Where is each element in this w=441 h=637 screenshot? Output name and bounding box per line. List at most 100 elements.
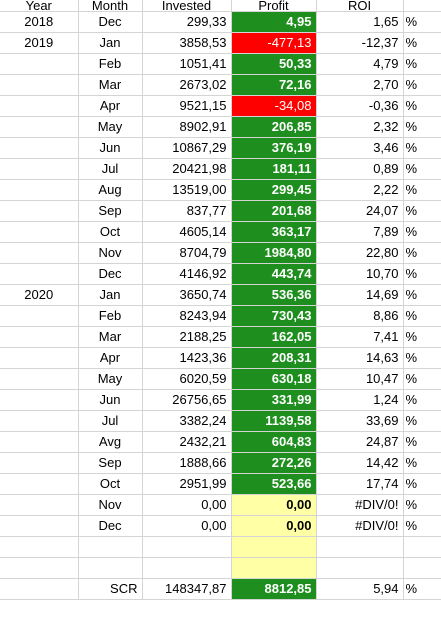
cell-month[interactable]: Jan [78,32,143,54]
cell-year[interactable] [0,53,79,75]
cell-invested[interactable]: 8902,91 [142,116,232,138]
cell-roi[interactable]: 0,89 [316,158,404,180]
cell-year[interactable] [0,347,79,369]
cell-percent-sign[interactable]: % [403,389,441,411]
header-year[interactable]: Year [0,0,79,12]
cell-empty[interactable] [403,536,441,558]
cell-percent-sign[interactable]: % [403,11,441,33]
cell-percent-sign[interactable]: % [403,179,441,201]
summary-invested[interactable]: 148347,87 [142,578,232,600]
cell-percent-sign[interactable]: % [403,158,441,180]
cell-percent-sign[interactable]: % [403,200,441,222]
cell-month[interactable]: Aug [78,179,143,201]
cell-month[interactable]: Nov [78,494,143,516]
cell-percent-sign[interactable]: % [403,473,441,495]
cell-percent-sign[interactable]: % [403,116,441,138]
cell-empty[interactable] [231,536,317,558]
cell-year[interactable] [0,515,79,537]
cell-profit[interactable]: 536,36 [231,284,317,306]
cell-month[interactable]: Mar [78,74,143,96]
cell-year[interactable] [0,494,79,516]
cell-year[interactable] [0,74,79,96]
cell-month[interactable]: Oct [78,473,143,495]
cell-roi[interactable]: 7,41 [316,326,404,348]
cell-roi[interactable]: 4,79 [316,53,404,75]
cell-roi[interactable]: 14,42 [316,452,404,474]
cell-year[interactable] [0,242,79,264]
cell-roi[interactable]: -0,36 [316,95,404,117]
cell-roi[interactable]: 14,69 [316,284,404,306]
cell-year[interactable] [0,452,79,474]
header-profit[interactable]: Profit [231,0,317,12]
cell-year[interactable] [0,137,79,159]
cell-month[interactable]: Dec [78,11,143,33]
cell-roi[interactable]: 2,22 [316,179,404,201]
cell-profit[interactable]: 730,43 [231,305,317,327]
cell-year[interactable] [0,410,79,432]
cell-percent-sign[interactable]: % [403,410,441,432]
cell-percent-sign[interactable]: % [403,137,441,159]
cell-invested[interactable]: 4146,92 [142,263,232,285]
cell-percent-sign[interactable]: % [403,494,441,516]
cell-month[interactable]: Oct [78,221,143,243]
cell-empty[interactable] [0,557,79,579]
cell-profit[interactable]: 443,74 [231,263,317,285]
cell-percent-sign[interactable]: % [403,32,441,54]
cell-percent-sign[interactable]: % [403,221,441,243]
cell-roi[interactable]: 2,70 [316,74,404,96]
cell-empty[interactable] [142,557,232,579]
cell-profit[interactable]: 181,11 [231,158,317,180]
cell-percent-sign[interactable]: % [403,284,441,306]
cell-roi[interactable]: 1,65 [316,11,404,33]
cell-invested[interactable]: 10867,29 [142,137,232,159]
cell-year[interactable] [0,221,79,243]
cell-roi[interactable]: 22,80 [316,242,404,264]
cell-roi[interactable]: 24,07 [316,200,404,222]
cell-profit[interactable]: 376,19 [231,137,317,159]
cell-invested[interactable]: 8243,94 [142,305,232,327]
cell-invested[interactable]: 2673,02 [142,74,232,96]
cell-empty[interactable] [403,557,441,579]
cell-profit[interactable]: 299,45 [231,179,317,201]
cell-roi[interactable]: 24,87 [316,431,404,453]
cell-percent-sign[interactable]: % [403,95,441,117]
cell-percent-sign[interactable]: % [403,53,441,75]
cell-year[interactable] [0,116,79,138]
cell-roi[interactable]: #DIV/0! [316,494,404,516]
cell-year[interactable] [0,473,79,495]
cell-month[interactable]: Nov [78,242,143,264]
cell-invested[interactable]: 4605,14 [142,221,232,243]
cell-month[interactable]: Jan [78,284,143,306]
cell-roi[interactable]: 8,86 [316,305,404,327]
cell-roi[interactable]: 14,63 [316,347,404,369]
cell-invested[interactable]: 3382,24 [142,410,232,432]
cell-roi[interactable]: 7,89 [316,221,404,243]
cell-month[interactable]: May [78,368,143,390]
cell-year[interactable]: 2020 [0,284,79,306]
cell-year[interactable] [0,389,79,411]
header-month[interactable]: Month [78,0,143,12]
cell-profit[interactable]: 208,31 [231,347,317,369]
cell-month[interactable]: Sep [78,200,143,222]
cell-month[interactable]: Jul [78,158,143,180]
cell-month[interactable]: Jun [78,389,143,411]
cell-invested[interactable]: 299,33 [142,11,232,33]
cell-percent-sign[interactable]: % [403,326,441,348]
cell-invested[interactable]: 9521,15 [142,95,232,117]
cell-year[interactable] [0,368,79,390]
cell-percent-sign[interactable]: % [403,74,441,96]
cell-empty[interactable] [78,557,143,579]
cell-percent-sign[interactable]: % [403,515,441,537]
cell-year[interactable]: 2018 [0,11,79,33]
cell-month[interactable]: Jun [78,137,143,159]
cell-profit[interactable]: 4,95 [231,11,317,33]
cell-month[interactable]: Sep [78,452,143,474]
cell-profit[interactable]: 331,99 [231,389,317,411]
cell-profit[interactable]: 523,66 [231,473,317,495]
cell-month[interactable]: Jul [78,410,143,432]
cell-empty[interactable] [316,536,404,558]
cell-profit[interactable]: 206,85 [231,116,317,138]
cell-invested[interactable]: 1888,66 [142,452,232,474]
cell-month[interactable]: Mar [78,326,143,348]
cell-empty[interactable] [142,536,232,558]
